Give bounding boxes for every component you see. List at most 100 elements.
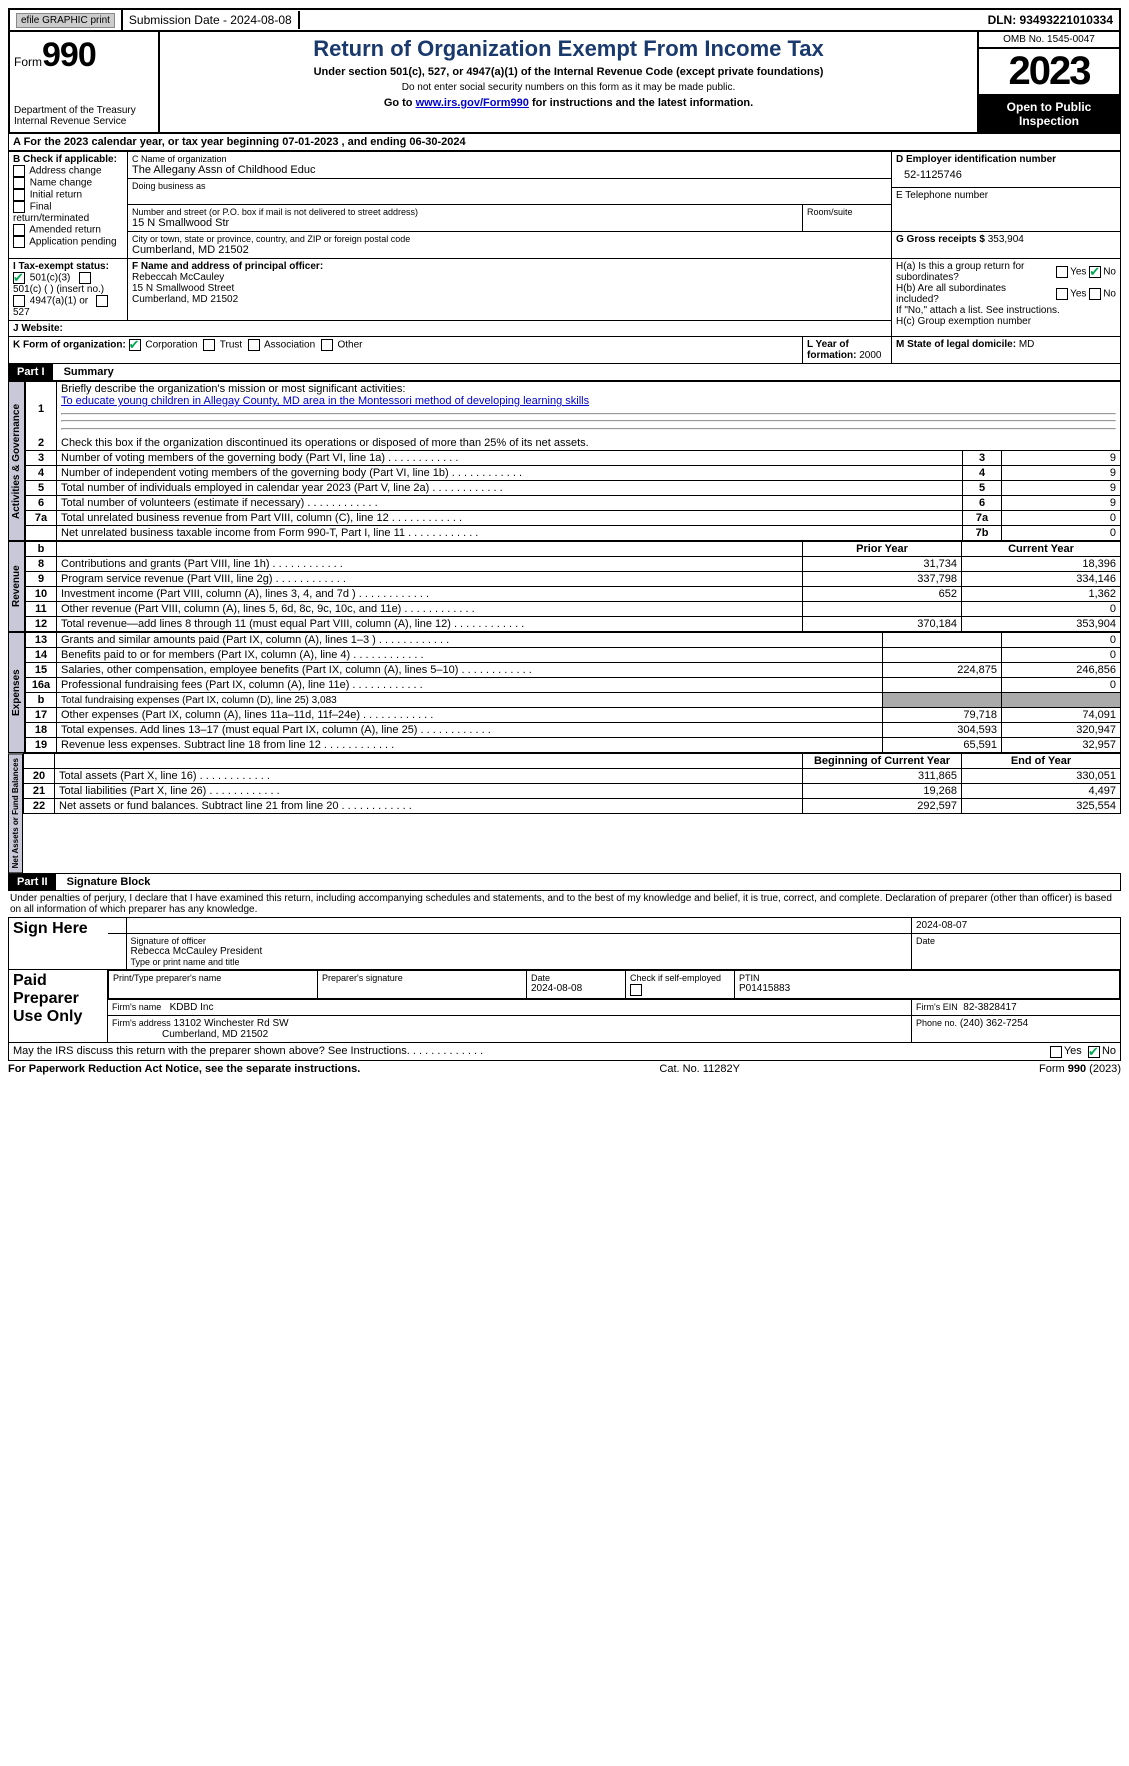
table-row: 22Net assets or fund balances. Subtract … — [24, 799, 1121, 814]
room-label: Room/suite — [807, 207, 887, 217]
table-row: 12Total revenue—add lines 8 through 11 (… — [26, 617, 1121, 632]
firm-addr1: 13102 Winchester Rd SW — [174, 1018, 289, 1029]
dln: DLN: 93493221010334 — [982, 11, 1119, 29]
part2-title: Signature Block — [59, 874, 159, 890]
part2-header-row: Part II Signature Block — [8, 873, 1121, 891]
ptin-value: P01415883 — [739, 983, 790, 994]
table-row: 20Total assets (Part X, line 16)311,8653… — [24, 769, 1121, 784]
cb-4947[interactable] — [13, 295, 25, 307]
cb-address-change[interactable] — [13, 165, 25, 177]
cb-corp[interactable] — [129, 339, 141, 351]
top-bar: efile GRAPHIC print Submission Date - 20… — [8, 8, 1121, 32]
info-grid: B Check if applicable: Address change Na… — [8, 151, 1121, 364]
line2-text: Check this box if the organization disco… — [61, 437, 589, 449]
cb-amended[interactable] — [13, 224, 25, 236]
table-row: 17Other expenses (Part IX, column (A), l… — [26, 708, 1121, 723]
table-row: 21Total liabilities (Part X, line 26)19,… — [24, 784, 1121, 799]
street-label: Number and street (or P.O. box if mail i… — [132, 207, 798, 217]
hb-label: H(b) Are all subordinates included? — [896, 283, 1046, 305]
begin-year-header: Beginning of Current Year — [803, 754, 962, 769]
mission-label: Briefly describe the organization's miss… — [61, 383, 405, 395]
phone-label: E Telephone number — [896, 190, 1116, 201]
form-title: Return of Organization Exempt From Incom… — [164, 36, 973, 62]
cb-discuss-no[interactable] — [1088, 1046, 1100, 1058]
goto-suffix: for instructions and the latest informat… — [529, 97, 753, 109]
sig-date: 2024-08-07 — [916, 920, 967, 931]
cb-trust[interactable] — [203, 339, 215, 351]
irs-label: Internal Revenue Service — [14, 116, 154, 127]
officer-signed-name: Rebecca McCauley President — [131, 946, 908, 957]
domicile-value: MD — [1019, 339, 1035, 350]
table-row: 11Other revenue (Part VIII, column (A), … — [26, 602, 1121, 617]
gross-value: 353,904 — [988, 234, 1024, 245]
firm-phone: (240) 362-7254 — [960, 1018, 1028, 1029]
cb-501c3[interactable] — [13, 272, 25, 284]
city-value: Cumberland, MD 21502 — [132, 244, 887, 256]
table-row: 19Revenue less expenses. Subtract line 1… — [26, 738, 1121, 753]
part2-label: Part II — [9, 874, 56, 890]
hb-note: If "No," attach a list. See instructions… — [896, 305, 1116, 316]
cb-assoc[interactable] — [248, 339, 260, 351]
cb-self-employed[interactable] — [630, 984, 642, 996]
cb-other[interactable] — [321, 339, 333, 351]
part1-title: Summary — [56, 364, 122, 380]
tax-year: 2023 — [979, 49, 1119, 96]
open-inspection: Open to Public Inspection — [979, 96, 1119, 132]
officer-name: Rebeccah McCauley — [132, 272, 887, 283]
officer-addr2: Cumberland, MD 21502 — [132, 294, 887, 305]
table-row: 6Total number of volunteers (estimate if… — [26, 496, 1121, 511]
firm-name: KDBD Inc — [170, 1002, 214, 1013]
form-subtitle: Under section 501(c), 527, or 4947(a)(1)… — [164, 66, 973, 78]
year-formation-label: L Year of formation: — [807, 339, 856, 361]
cb-initial-return[interactable] — [13, 189, 25, 201]
table-row: 5Total number of individuals employed in… — [26, 481, 1121, 496]
vert-revenue: Revenue — [8, 541, 25, 632]
cb-ha-no[interactable] — [1089, 266, 1101, 278]
irs-link[interactable]: www.irs.gov/Form990 — [416, 97, 529, 109]
box-b-label: B Check if applicable: — [13, 154, 123, 165]
ein-value: 52-1125746 — [896, 165, 1116, 185]
cb-ha-yes[interactable] — [1056, 266, 1068, 278]
cb-final-return[interactable] — [13, 201, 25, 213]
submission-date: Submission Date - 2024-08-08 — [123, 11, 300, 29]
dba-label: Doing business as — [132, 181, 887, 191]
form-org-label: K Form of organization: — [13, 340, 126, 351]
table-row: 14Benefits paid to or for members (Part … — [26, 648, 1121, 663]
section-a: A For the 2023 calendar year, or tax yea… — [8, 134, 1121, 151]
cat-no: Cat. No. 11282Y — [659, 1063, 740, 1075]
table-row: 15Salaries, other compensation, employee… — [26, 663, 1121, 678]
tax-status-label: I Tax-exempt status: — [13, 261, 109, 272]
table-row: 4Number of independent voting members of… — [26, 466, 1121, 481]
officer-label: F Name and address of principal officer: — [132, 261, 887, 272]
signature-table: Sign Here 2024-08-07 Signature of office… — [8, 917, 1121, 1043]
domicile-label: M State of legal domicile: — [896, 339, 1016, 350]
cb-pending[interactable] — [13, 236, 25, 248]
firm-addr2: Cumberland, MD 21502 — [162, 1029, 268, 1040]
ssn-warning: Do not enter social security numbers on … — [164, 82, 973, 93]
cb-501c[interactable] — [79, 272, 91, 284]
vert-expenses: Expenses — [8, 632, 25, 753]
website-label: J Website: — [13, 323, 63, 334]
efile-button[interactable]: efile GRAPHIC print — [16, 13, 115, 28]
cb-527[interactable] — [96, 295, 108, 307]
table-row: 9Program service revenue (Part VIII, lin… — [26, 572, 1121, 587]
table-row: 8Contributions and grants (Part VIII, li… — [26, 557, 1121, 572]
discuss-row: May the IRS discuss this return with the… — [8, 1043, 1121, 1060]
print-name-label: Type or print name and title — [131, 957, 908, 967]
paperwork-notice: For Paperwork Reduction Act Notice, see … — [8, 1063, 360, 1075]
page-footer: For Paperwork Reduction Act Notice, see … — [8, 1063, 1121, 1075]
cb-name-change[interactable] — [13, 177, 25, 189]
table-row: 3Number of voting members of the governi… — [26, 451, 1121, 466]
cb-hb-yes[interactable] — [1056, 288, 1068, 300]
part1-label: Part I — [9, 364, 53, 380]
table-row: 10Investment income (Part VIII, column (… — [26, 587, 1121, 602]
gross-label: G Gross receipts $ — [896, 234, 985, 245]
sign-here-label: Sign Here — [9, 918, 108, 970]
cb-discuss-yes[interactable] — [1050, 1046, 1062, 1058]
table-row: 16aProfessional fundraising fees (Part I… — [26, 678, 1121, 693]
cb-hb-no[interactable] — [1089, 288, 1101, 300]
dept-treasury: Department of the Treasury — [14, 105, 154, 116]
prior-year-header: Prior Year — [803, 542, 962, 557]
current-year-header: Current Year — [962, 542, 1121, 557]
vert-governance: Activities & Governance — [8, 381, 25, 541]
